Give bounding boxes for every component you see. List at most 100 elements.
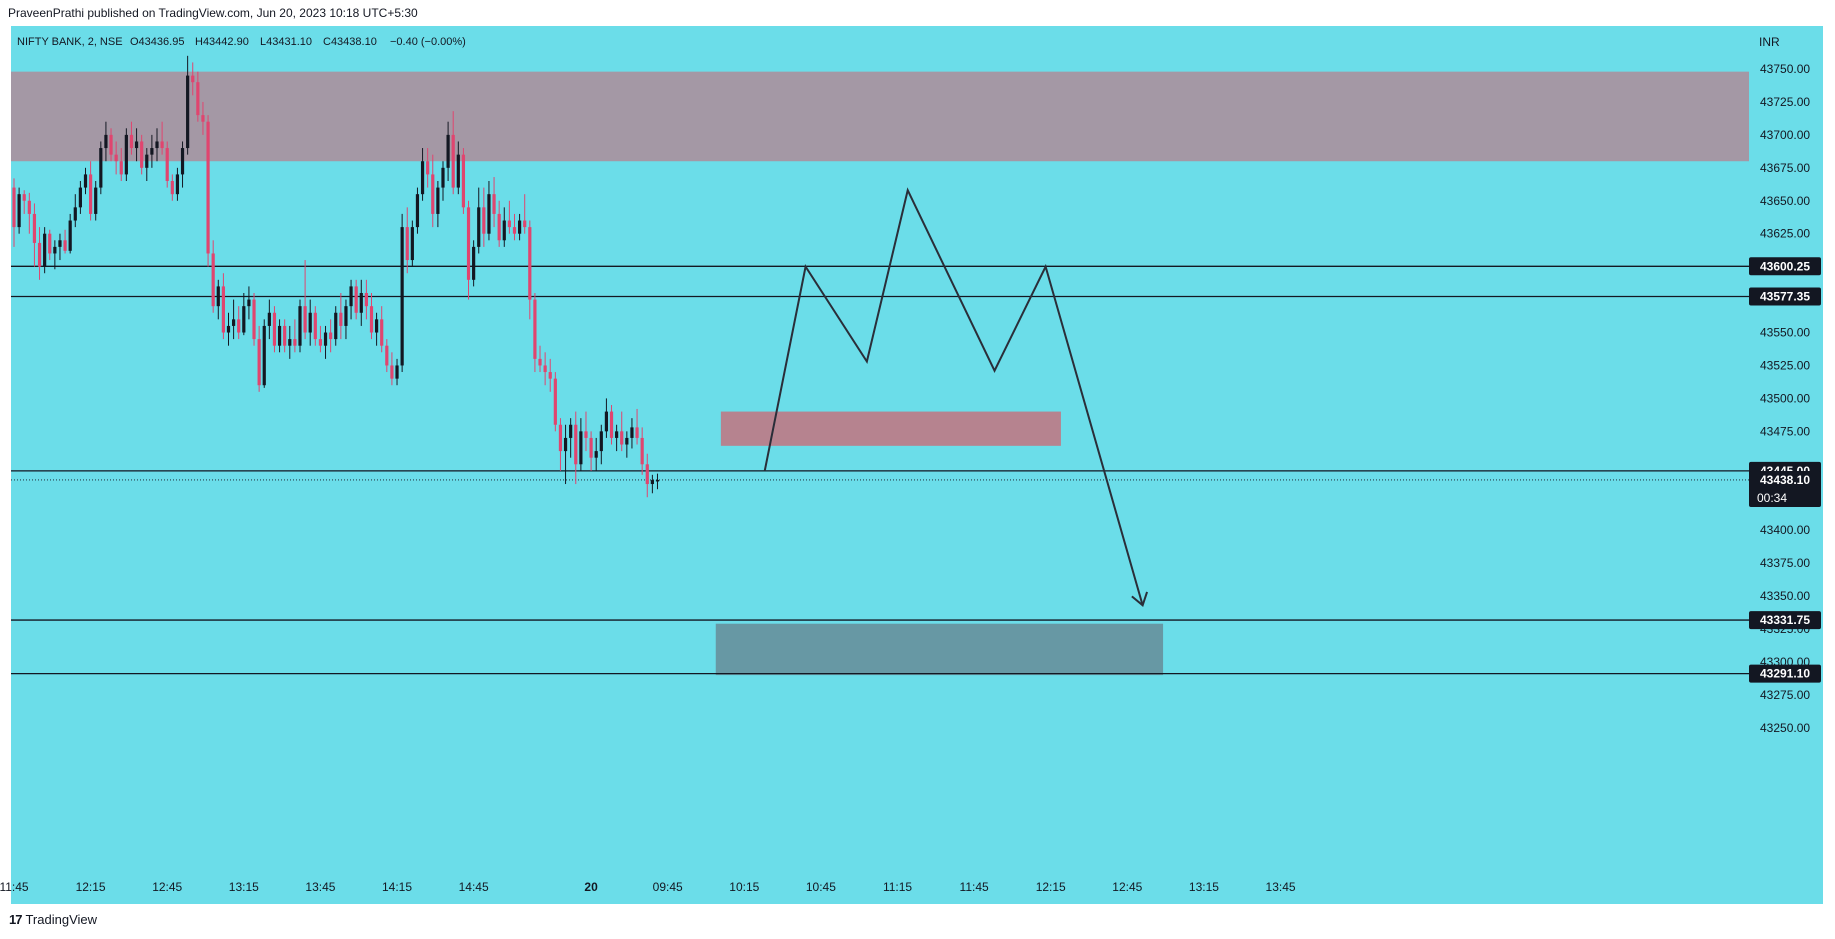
x-tick-label: 12:45 (1112, 880, 1142, 894)
candle-body (359, 292, 363, 313)
candle-body (262, 325, 266, 386)
candle (349, 279, 353, 320)
candle (124, 128, 128, 181)
candle (426, 148, 430, 188)
y-tick-label: 43700.00 (1760, 128, 1810, 142)
candle (73, 194, 77, 228)
candle (461, 148, 466, 214)
candle-body (339, 312, 343, 326)
tradingview-logo: 17 (9, 912, 23, 927)
price-label-value: 43291.10 (1760, 667, 1810, 681)
candle-body (191, 75, 195, 83)
candle-body (155, 141, 159, 149)
candle-body (380, 319, 384, 346)
candle-body (318, 339, 323, 346)
candle-body (354, 286, 358, 313)
candle (533, 292, 537, 373)
candle-body (563, 437, 568, 452)
candle-body (43, 233, 47, 267)
candle (129, 121, 134, 155)
price-label-box (1749, 611, 1821, 630)
y-tick-label: 43250.00 (1760, 721, 1810, 735)
y-tick-label: 43275.00 (1760, 688, 1810, 702)
candle-body (502, 220, 506, 241)
candle (640, 427, 644, 475)
candle-body (37, 242, 42, 267)
candle-body (538, 358, 542, 366)
candle-body (650, 480, 654, 485)
candle-body (221, 286, 225, 333)
tradingview-brand[interactable]: TradingView (25, 912, 98, 927)
candle (104, 121, 108, 162)
candle-body (569, 424, 573, 438)
x-tick-label: 14:45 (459, 880, 489, 894)
candle-body (390, 365, 394, 379)
candle-body (196, 82, 200, 116)
candle (17, 187, 21, 234)
x-tick-label: 20 (584, 880, 598, 894)
candle (329, 319, 333, 353)
candle-body (558, 424, 563, 452)
candle (528, 220, 532, 320)
candle-body (99, 148, 103, 188)
candle (604, 398, 609, 438)
candle-body (410, 227, 414, 261)
candle (267, 299, 271, 340)
candle (523, 194, 527, 234)
candle-body (574, 424, 578, 465)
candle (456, 141, 460, 195)
x-tick-label: 12:15 (76, 880, 106, 894)
target-box (715, 623, 1164, 676)
legend-symbol: NIFTY BANK, 2, NSE (17, 36, 123, 48)
candle (344, 299, 348, 340)
candle (635, 408, 639, 445)
price-label: 43438.10 00:34 (1749, 470, 1821, 507)
candle (94, 180, 98, 221)
candle (548, 358, 552, 392)
candle (58, 233, 62, 261)
legend-close: C43438.10 (323, 36, 377, 48)
x-tick-label: 13:15 (229, 880, 259, 894)
candle (303, 260, 307, 340)
candle-body (109, 134, 113, 155)
candle-body (17, 194, 21, 228)
candle (482, 187, 486, 247)
candle (170, 174, 174, 201)
candle (369, 292, 374, 340)
candle-body (604, 411, 609, 432)
candle-body (507, 220, 511, 228)
candle-body (283, 325, 287, 346)
candle (339, 292, 343, 340)
candle (543, 352, 547, 386)
candle (175, 167, 180, 201)
candle (48, 229, 52, 261)
footer: 17 TradingView (9, 912, 97, 927)
candle-body (150, 148, 154, 155)
candle (308, 299, 312, 346)
candle-body (553, 378, 557, 425)
candle (232, 299, 236, 340)
x-tick-label: 13:45 (305, 880, 335, 894)
candle (272, 306, 277, 353)
candle-body (124, 134, 128, 175)
candle (257, 325, 261, 392)
candle (599, 424, 603, 465)
candle-body (400, 227, 404, 366)
candle (12, 178, 16, 247)
candle (374, 312, 379, 346)
projection-layer (763, 187, 1149, 607)
candle (569, 418, 573, 458)
price-label: 43331.75 (1749, 611, 1821, 630)
y-tick-label: 43550.00 (1760, 326, 1810, 340)
chart-area[interactable] (11, 26, 1823, 904)
candle-body (267, 312, 271, 326)
candle-body (114, 154, 118, 162)
candle (620, 411, 624, 452)
x-tick-label: 14:15 (382, 880, 412, 894)
y-tick-label: 43525.00 (1760, 358, 1810, 372)
candle (655, 473, 660, 490)
price-label-countdown: 00:34 (1757, 491, 1787, 505)
candle-body (78, 187, 82, 208)
candle-body (27, 200, 31, 214)
